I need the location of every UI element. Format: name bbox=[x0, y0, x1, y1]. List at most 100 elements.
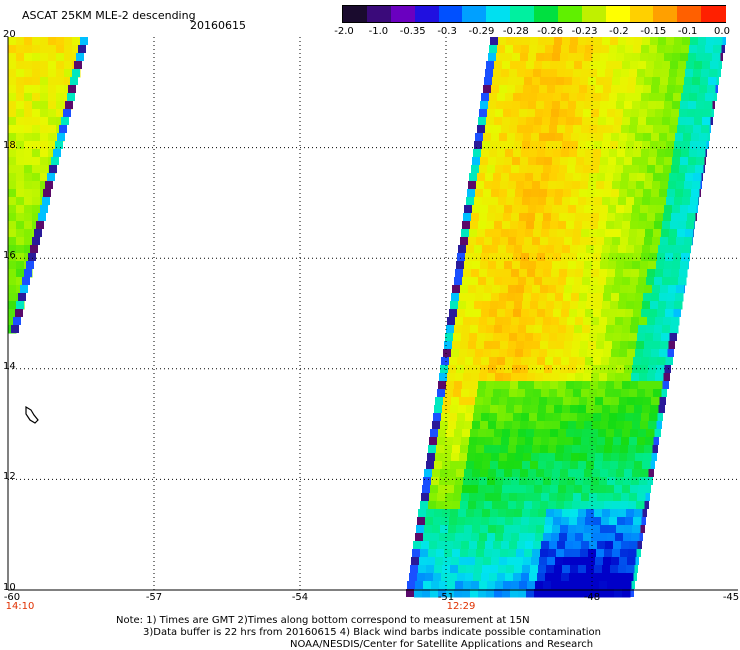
swath-data-cell bbox=[635, 85, 644, 94]
swath-data-cell bbox=[520, 205, 529, 214]
swath-data-cell bbox=[620, 549, 629, 558]
colorbar-segment bbox=[366, 6, 392, 22]
swath-data-cell bbox=[24, 221, 33, 230]
swath-edge-cell bbox=[412, 549, 420, 557]
swath-data-cell bbox=[40, 53, 49, 62]
swath-data-cell bbox=[572, 549, 581, 558]
swath-data-cell bbox=[583, 533, 592, 542]
swath-data-cell bbox=[443, 557, 452, 566]
swath-data-cell bbox=[451, 397, 460, 406]
swath-data-cell bbox=[495, 533, 504, 542]
swath-data-cell bbox=[467, 453, 476, 462]
swath-data-cell bbox=[455, 533, 464, 542]
swath-data-cell bbox=[450, 565, 459, 574]
swath-data-cell bbox=[575, 373, 584, 382]
swath-data-cell bbox=[648, 261, 657, 270]
swath-data-cell bbox=[448, 421, 457, 430]
swath-data-cell bbox=[606, 325, 615, 334]
swath-data-cell bbox=[16, 69, 25, 78]
swath-data-cell bbox=[542, 429, 551, 438]
swath-data-cell bbox=[535, 373, 544, 382]
swath-data-cell bbox=[624, 421, 633, 430]
swath-data-cell bbox=[513, 413, 522, 422]
swath-data-cell bbox=[652, 341, 661, 350]
swath-data-cell bbox=[571, 349, 580, 358]
swath-data-cell bbox=[691, 189, 700, 198]
swath-data-cell bbox=[40, 77, 49, 86]
swath-data-cell bbox=[532, 445, 541, 454]
swath-data-cell bbox=[56, 85, 65, 94]
swath-data-cell bbox=[565, 125, 574, 134]
swath-edge-cell bbox=[11, 325, 19, 333]
swath-data-cell bbox=[557, 229, 566, 238]
swath-data-cell bbox=[583, 213, 592, 222]
swath-data-cell bbox=[560, 157, 569, 166]
swath-data-cell bbox=[506, 141, 515, 150]
swath-data-cell bbox=[32, 77, 41, 86]
swath-data-cell bbox=[520, 421, 529, 430]
swath-data-cell bbox=[555, 453, 564, 462]
swath-data-cell bbox=[538, 565, 547, 574]
swath-data-cell bbox=[490, 245, 499, 254]
swath-data-cell bbox=[485, 437, 494, 446]
swath-data-cell bbox=[577, 413, 586, 422]
swath-data-cell bbox=[582, 381, 591, 390]
swath-data-cell bbox=[608, 421, 617, 430]
swath-data-cell bbox=[509, 437, 518, 446]
swath-edge-cell bbox=[441, 357, 449, 365]
swath-edge-cell bbox=[428, 445, 436, 453]
swath-data-cell bbox=[669, 125, 678, 134]
swath-data-cell bbox=[555, 557, 564, 566]
swath-data-cell bbox=[535, 269, 544, 278]
swath-data-cell bbox=[525, 437, 534, 446]
swath-data-cell bbox=[561, 45, 570, 54]
swath-data-cell bbox=[595, 189, 604, 198]
swath-data-cell bbox=[565, 173, 574, 182]
swath-data-cell bbox=[524, 501, 533, 510]
swath-data-cell bbox=[527, 165, 536, 174]
swath-data-cell bbox=[556, 237, 565, 246]
swath-data-cell bbox=[24, 157, 33, 166]
swath-data-cell bbox=[510, 429, 519, 438]
swath-data-cell bbox=[678, 117, 687, 126]
swath-data-cell bbox=[681, 253, 690, 262]
swath-edge-cell bbox=[427, 453, 435, 461]
swath-data-cell bbox=[479, 373, 488, 382]
swath-data-cell bbox=[688, 205, 697, 214]
swath-data-cell bbox=[435, 453, 444, 462]
colorbar-segment bbox=[390, 6, 416, 22]
swath-data-cell bbox=[617, 309, 626, 318]
swath-edge-cell bbox=[658, 397, 666, 405]
swath-data-cell bbox=[626, 405, 635, 414]
swath-data-cell bbox=[434, 461, 443, 470]
swath-edge-cell bbox=[646, 469, 654, 477]
swath-data-cell bbox=[702, 117, 711, 126]
swath-data-cell bbox=[48, 85, 57, 94]
swath-data-cell bbox=[543, 477, 552, 486]
swath-data-cell bbox=[468, 445, 477, 454]
swath-data-cell bbox=[621, 437, 630, 446]
swath-data-cell bbox=[704, 101, 713, 110]
swath-data-cell bbox=[577, 45, 586, 54]
swath-edge-cell bbox=[659, 389, 667, 397]
swath-data-cell bbox=[40, 117, 49, 126]
swath-data-cell bbox=[638, 381, 647, 390]
swath-data-cell bbox=[631, 109, 640, 118]
swath-data-cell bbox=[463, 269, 472, 278]
swath-data-cell bbox=[602, 565, 611, 574]
swath-data-cell bbox=[585, 45, 594, 54]
swath-data-cell bbox=[570, 245, 579, 254]
swath-data-cell bbox=[502, 429, 511, 438]
swath-data-cell bbox=[568, 205, 577, 214]
swath-data-cell bbox=[601, 517, 610, 526]
swath-data-cell bbox=[444, 501, 453, 510]
swath-data-cell bbox=[593, 93, 602, 102]
swath-data-cell bbox=[490, 405, 499, 414]
swath-data-cell bbox=[468, 285, 477, 294]
swath-data-cell bbox=[520, 53, 529, 62]
swath-data-cell bbox=[594, 565, 603, 574]
swath-data-cell bbox=[474, 197, 483, 206]
swath-data-cell bbox=[611, 349, 620, 358]
swath-data-cell bbox=[522, 509, 531, 518]
swath-data-cell bbox=[630, 117, 639, 126]
